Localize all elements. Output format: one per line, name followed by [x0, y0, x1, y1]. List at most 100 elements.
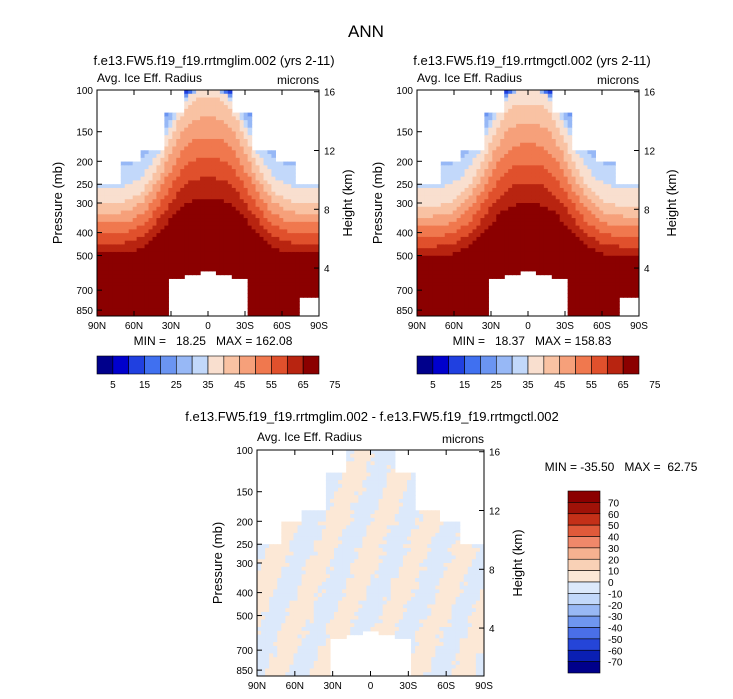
heatmap-cell — [204, 251, 209, 257]
heatmap-cell — [152, 172, 158, 178]
heatmap-cell — [440, 191, 446, 197]
heatmap-cell — [551, 229, 557, 234]
heatmap-cell — [265, 555, 270, 560]
heatmap-cell — [239, 169, 245, 174]
heatmap-cell — [204, 221, 209, 227]
heatmap-cell — [444, 199, 450, 204]
colorbar-swatch — [622, 355, 640, 375]
heatmap-cell — [448, 278, 454, 283]
heatmap-cell — [456, 263, 462, 268]
heatmap-cell — [460, 263, 466, 268]
heatmap-cell — [452, 285, 458, 291]
heatmap-cell — [535, 120, 541, 125]
heatmap-cell — [472, 229, 478, 234]
heatmap-cell — [136, 218, 142, 223]
heatmap-cell — [160, 229, 165, 234]
heatmap-field — [97, 90, 319, 316]
heatmap-cell — [223, 191, 229, 197]
heatmap-cell — [563, 138, 569, 144]
heatmap-cell — [196, 233, 201, 238]
heatmap-cell — [516, 150, 521, 155]
heatmap-cell — [539, 270, 545, 276]
heatmap-cell — [136, 240, 142, 246]
heatmap-cell — [211, 169, 217, 174]
heatmap-cell — [603, 165, 608, 170]
heatmap-cell — [424, 195, 430, 200]
heatmap-cell — [257, 555, 262, 560]
heatmap-cell — [567, 187, 573, 193]
heatmap-cell — [267, 165, 273, 170]
heatmap-cell — [208, 259, 213, 264]
heatmap-cell — [231, 244, 237, 249]
heatmap-cell — [543, 267, 549, 272]
heatmap-cell — [571, 221, 577, 227]
heatmap-cell — [543, 199, 549, 204]
heatmap-cell — [307, 206, 312, 212]
heatmap-cell — [563, 154, 569, 159]
heatmap-cell — [255, 255, 261, 261]
heatmap-cell — [279, 300, 284, 306]
heatmap-cell — [567, 240, 573, 246]
heatmap-cell — [591, 267, 596, 272]
heatmap-cell — [631, 199, 636, 204]
heatmap-cell — [448, 233, 454, 238]
heatmap-cell — [623, 289, 628, 294]
heatmap-cell — [563, 248, 569, 253]
heatmap-cell — [512, 206, 517, 212]
heatmap-cell — [132, 214, 138, 219]
heatmap-cell — [452, 274, 458, 279]
heatmap-cell — [104, 259, 110, 264]
heatmap-cell — [535, 187, 541, 193]
heatmap-cell — [496, 259, 501, 264]
heatmap-cell — [579, 289, 585, 294]
heatmap-cell — [168, 203, 173, 208]
heatmap-cell — [299, 199, 304, 204]
heatmap-cell — [524, 93, 529, 99]
heatmap-cell — [571, 300, 577, 306]
heatmap-cell — [108, 308, 114, 313]
heatmap-cell — [631, 225, 636, 230]
heatmap-cell — [275, 184, 280, 189]
heatmap-cell — [488, 214, 493, 219]
heatmap-cell — [599, 267, 604, 272]
heatmap-cell — [575, 278, 581, 283]
heatmap-cell — [100, 259, 106, 264]
heatmap-cell — [235, 123, 241, 129]
heatmap-cell — [140, 289, 146, 294]
heatmap-cell — [567, 203, 573, 208]
heatmap-cell — [472, 297, 478, 302]
heatmap-cell — [279, 161, 284, 166]
heatmap-cell — [452, 199, 458, 204]
heatmap-cell — [251, 248, 257, 253]
heatmap-cell — [307, 251, 312, 257]
heatmap-cell — [243, 180, 249, 185]
heatmap-cell — [295, 282, 300, 287]
heatmap-cell — [631, 289, 636, 294]
heatmap-cell — [247, 312, 253, 316]
heatmap-cell — [235, 180, 241, 185]
heatmap-cell — [504, 236, 509, 242]
heatmap-cell — [428, 187, 434, 193]
heatmap-cell — [184, 135, 189, 140]
heatmap-cell — [468, 244, 474, 249]
heatmap-cell — [227, 244, 233, 249]
heatmap-cell — [156, 169, 162, 174]
heatmap-cell — [275, 259, 280, 264]
heatmap-cell — [192, 138, 197, 144]
heatmap-cell — [623, 191, 628, 197]
heatmap-cell — [587, 240, 593, 246]
heatmap-cell — [432, 267, 438, 272]
heatmap-cell — [160, 308, 165, 313]
heatmap-cell — [275, 244, 280, 249]
heatmap-cell — [420, 210, 426, 215]
heatmap-cell — [535, 127, 541, 133]
colorbar-swatch — [207, 355, 225, 375]
heatmap-cell — [555, 195, 561, 200]
heatmap-cell — [417, 312, 422, 316]
heatmap-cell — [279, 165, 284, 170]
heatmap-cell — [440, 195, 446, 200]
heatmap-cell — [97, 282, 102, 287]
heatmap-cell — [279, 218, 284, 223]
heatmap-cell — [587, 297, 593, 302]
heatmap-cell — [579, 229, 585, 234]
